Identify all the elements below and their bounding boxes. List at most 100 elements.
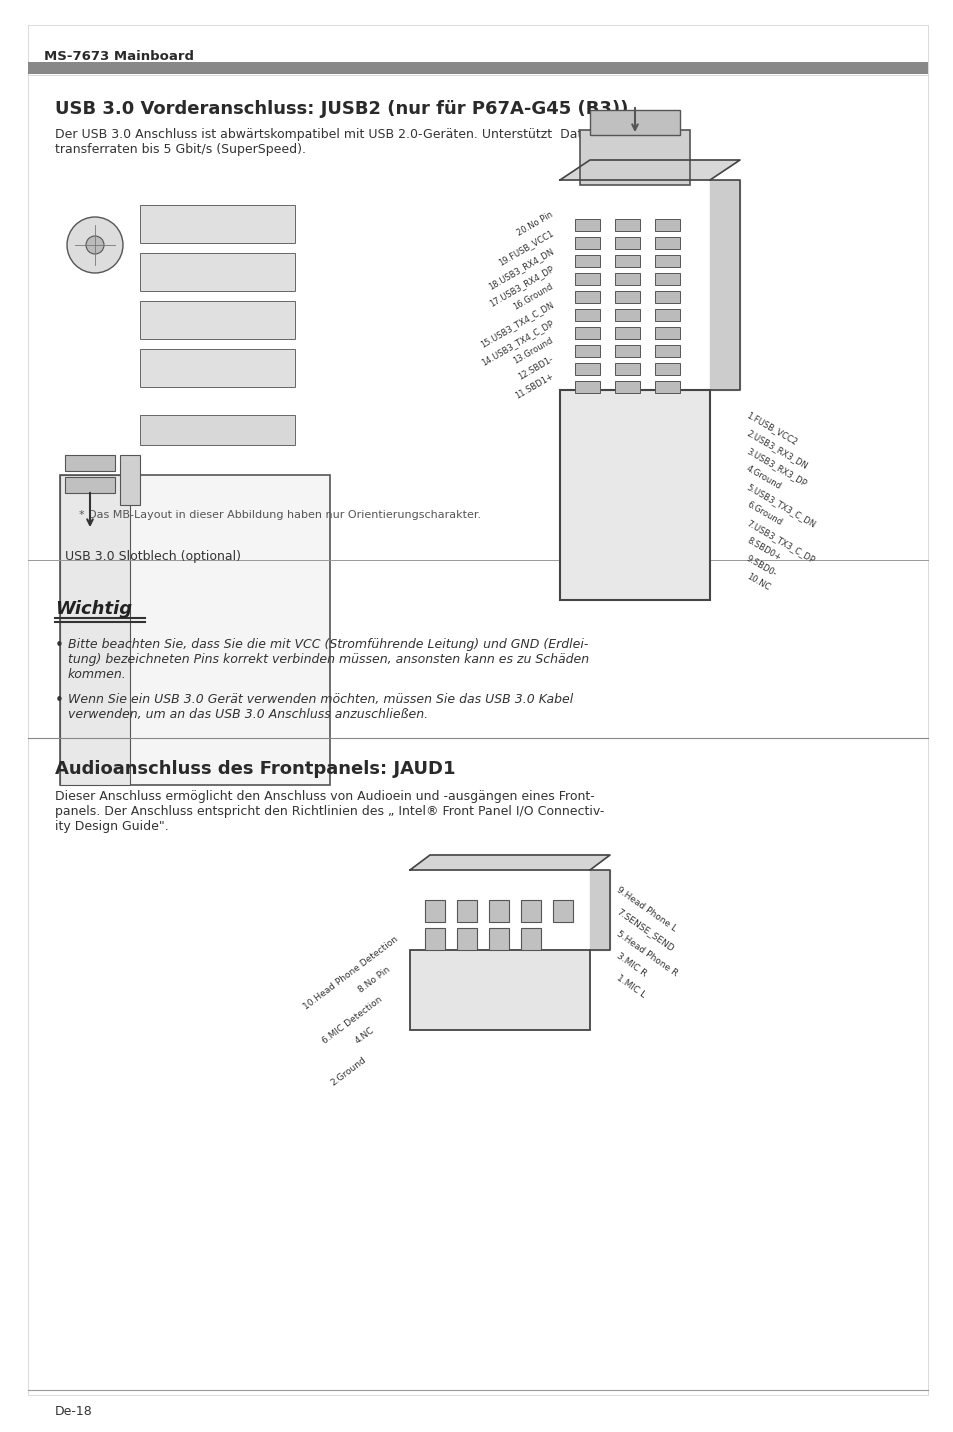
Text: 18.USB3_RX4_DN: 18.USB3_RX4_DN — [486, 246, 555, 291]
Text: 9.SBD0-: 9.SBD0- — [744, 554, 778, 579]
Bar — [559, 390, 709, 600]
Text: 16.Ground: 16.Ground — [512, 282, 555, 312]
Text: MS-7673 Mainboard: MS-7673 Mainboard — [44, 50, 193, 63]
Text: 7.USB3_TX3_C_DP: 7.USB3_TX3_C_DP — [744, 518, 816, 564]
Bar — [489, 928, 509, 949]
Bar — [120, 455, 140, 505]
Text: 8.SBD0+: 8.SBD0+ — [744, 536, 781, 563]
Bar — [575, 219, 599, 231]
Circle shape — [67, 218, 123, 274]
Text: 3.MIC R: 3.MIC R — [615, 951, 648, 978]
Bar — [140, 415, 294, 445]
Bar — [655, 345, 679, 357]
Text: 5.USB3_TX3_C_DN: 5.USB3_TX3_C_DN — [744, 483, 817, 528]
Text: USB 3.0 Vorderanschluss: JUSB2 (nur für P67A-G45 (B3)): USB 3.0 Vorderanschluss: JUSB2 (nur für … — [55, 100, 628, 117]
Bar — [655, 274, 679, 285]
Text: panels. Der Anschluss entspricht den Richtlinien des „ Intel® Front Panel I/O Co: panels. Der Anschluss entspricht den Ric… — [55, 805, 604, 818]
Bar — [655, 326, 679, 339]
Text: transferraten bis 5 Gbit/s (SuperSpeed).: transferraten bis 5 Gbit/s (SuperSpeed). — [55, 143, 306, 156]
Text: ity Design Guide".: ity Design Guide". — [55, 821, 169, 833]
Text: Dieser Anschluss ermöglicht den Anschluss von Audioein und -ausgängen eines Fron: Dieser Anschluss ermöglicht den Anschlus… — [55, 790, 594, 803]
Text: USB 3.0 Slotblech (optional): USB 3.0 Slotblech (optional) — [65, 550, 241, 563]
Text: * Das MB-Layout in dieser Abbildung haben nur Orientierungscharakter.: * Das MB-Layout in dieser Abbildung habe… — [79, 510, 480, 520]
Bar — [424, 928, 444, 949]
Bar — [489, 899, 509, 922]
Text: 2.Ground: 2.Ground — [329, 1055, 368, 1087]
Bar — [140, 205, 294, 243]
Bar — [65, 455, 115, 471]
Text: tung) bezeichneten Pins korrekt verbinden müssen, ansonsten kann es zu Schäden: tung) bezeichneten Pins korrekt verbinde… — [68, 653, 589, 666]
Bar — [575, 255, 599, 266]
Bar — [615, 309, 639, 321]
Bar — [140, 349, 294, 387]
Text: 17.USB3_RX4_DP: 17.USB3_RX4_DP — [487, 263, 555, 308]
Bar — [589, 110, 679, 135]
Bar — [615, 381, 639, 392]
Text: 11.SBD1+: 11.SBD1+ — [513, 372, 555, 401]
Text: Audioanschluss des Frontpanels: JAUD1: Audioanschluss des Frontpanels: JAUD1 — [55, 760, 455, 778]
Bar — [575, 309, 599, 321]
Bar — [615, 362, 639, 375]
Bar — [655, 238, 679, 249]
Text: 8.No Pin: 8.No Pin — [356, 965, 392, 995]
Bar — [655, 255, 679, 266]
Text: 1.FUSB_VCC2: 1.FUSB_VCC2 — [744, 410, 798, 447]
Bar — [579, 130, 689, 185]
Text: 2.USB3_RX3_DN: 2.USB3_RX3_DN — [744, 428, 808, 470]
Bar — [140, 253, 294, 291]
Bar — [575, 345, 599, 357]
Bar — [615, 345, 639, 357]
Text: 4.NC: 4.NC — [353, 1025, 375, 1045]
Bar — [575, 291, 599, 304]
Text: 15.USB3_TX4_C_DN: 15.USB3_TX4_C_DN — [477, 299, 555, 349]
FancyBboxPatch shape — [381, 162, 912, 538]
Bar — [615, 274, 639, 285]
Text: 5.Head Phone R: 5.Head Phone R — [615, 929, 679, 978]
Bar — [655, 291, 679, 304]
Text: Wichtig: Wichtig — [55, 600, 132, 619]
Bar — [615, 326, 639, 339]
Text: 6.Ground: 6.Ground — [744, 500, 782, 527]
Bar — [60, 475, 130, 785]
Polygon shape — [410, 855, 609, 871]
Text: 3.USB3_RX3_DP: 3.USB3_RX3_DP — [744, 445, 807, 488]
Text: Der USB 3.0 Anschluss ist abwärtskompatibel mit USB 2.0-Geräten. Unterstützt  Da: Der USB 3.0 Anschluss ist abwärtskompati… — [55, 127, 602, 140]
Bar — [410, 949, 589, 1030]
Text: 14.USB3_TX4_C_DP: 14.USB3_TX4_C_DP — [479, 318, 555, 367]
Bar — [575, 326, 599, 339]
Text: 10.NC: 10.NC — [744, 571, 771, 593]
Polygon shape — [559, 160, 740, 180]
Text: verwenden, um an das USB 3.0 Anschluss anzuschließen.: verwenden, um an das USB 3.0 Anschluss a… — [68, 707, 428, 720]
Bar — [60, 475, 330, 785]
Bar — [615, 291, 639, 304]
Bar — [655, 309, 679, 321]
Bar — [424, 899, 444, 922]
Text: •: • — [55, 639, 64, 653]
Bar — [575, 274, 599, 285]
Bar — [575, 381, 599, 392]
Text: De-18: De-18 — [55, 1405, 92, 1418]
Text: 19.FUSB_VCC1: 19.FUSB_VCC1 — [497, 228, 555, 266]
Text: kommen.: kommen. — [68, 667, 127, 682]
Bar — [520, 928, 540, 949]
Text: 9.Head Phone L: 9.Head Phone L — [615, 885, 678, 934]
Bar — [655, 219, 679, 231]
Text: •: • — [55, 693, 64, 707]
Circle shape — [86, 236, 104, 253]
Bar — [553, 899, 573, 922]
Polygon shape — [589, 871, 609, 949]
Bar — [655, 381, 679, 392]
Text: 20.No Pin: 20.No Pin — [516, 211, 555, 238]
Bar — [456, 928, 476, 949]
Bar — [615, 238, 639, 249]
Text: 7.SENSE_SEND: 7.SENSE_SEND — [615, 906, 675, 954]
Bar — [456, 899, 476, 922]
Bar — [28, 62, 927, 74]
Bar — [575, 238, 599, 249]
Text: 6.MIC Detection: 6.MIC Detection — [320, 995, 384, 1045]
Bar — [655, 362, 679, 375]
Bar — [520, 899, 540, 922]
Text: 1.MIC L: 1.MIC L — [615, 972, 647, 1000]
Text: 4.Ground: 4.Ground — [744, 464, 782, 491]
Bar — [575, 362, 599, 375]
